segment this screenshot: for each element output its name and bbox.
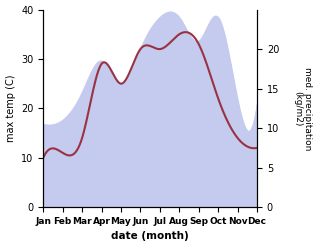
Y-axis label: max temp (C): max temp (C) [5,75,16,142]
Y-axis label: med. precipitation
(kg/m2): med. precipitation (kg/m2) [293,67,313,150]
X-axis label: date (month): date (month) [111,231,189,242]
